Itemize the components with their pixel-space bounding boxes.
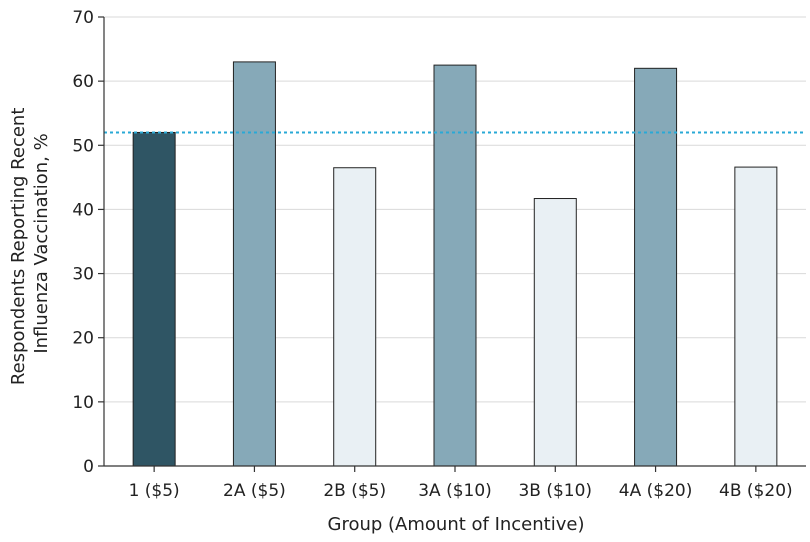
bars bbox=[132, 61, 778, 467]
x-axis-title: Group (Amount of Incentive) bbox=[328, 514, 585, 535]
bar-4a bbox=[634, 67, 678, 467]
y-tick-label: 50 bbox=[72, 136, 94, 156]
y-tick-label: 0 bbox=[83, 457, 94, 477]
bar-3b bbox=[533, 198, 577, 467]
bar-3a bbox=[433, 64, 477, 467]
y-tick-label: 30 bbox=[72, 265, 94, 285]
y-axis-title: Respondents Reporting Recent Influenza V… bbox=[8, 102, 52, 385]
x-tick-label: 4A ($20) bbox=[619, 481, 693, 501]
bar-2a bbox=[232, 61, 276, 467]
x-tick-label: 3B ($10) bbox=[518, 481, 592, 501]
bar-4b bbox=[734, 166, 778, 467]
axes bbox=[98, 16, 806, 472]
y-tick-label: 40 bbox=[72, 200, 94, 220]
y-tick-label: 70 bbox=[72, 8, 94, 28]
x-tick-label: 1 ($5) bbox=[129, 481, 180, 501]
tick-labels: 0 10 20 30 40 50 60 70 1 ($5) 2A ($5) 2B ($5) 3A ($… bbox=[72, 8, 792, 501]
bar-2b bbox=[333, 167, 377, 467]
bar-1 bbox=[132, 131, 176, 467]
y-axis-title-line-1: Respondents Reporting Recent bbox=[8, 108, 29, 386]
y-axis-title-line-2: Influenza Vaccination, % bbox=[31, 133, 52, 353]
y-tick-label: 10 bbox=[72, 393, 94, 413]
x-tick-label: 4B ($20) bbox=[719, 481, 793, 501]
x-tick-label: 3A ($10) bbox=[418, 481, 492, 501]
y-tick-label: 20 bbox=[72, 329, 94, 349]
x-tick-label: 2A ($5) bbox=[223, 481, 286, 501]
y-tick-label: 60 bbox=[72, 72, 94, 92]
x-tick-label: 2B ($5) bbox=[323, 481, 386, 501]
